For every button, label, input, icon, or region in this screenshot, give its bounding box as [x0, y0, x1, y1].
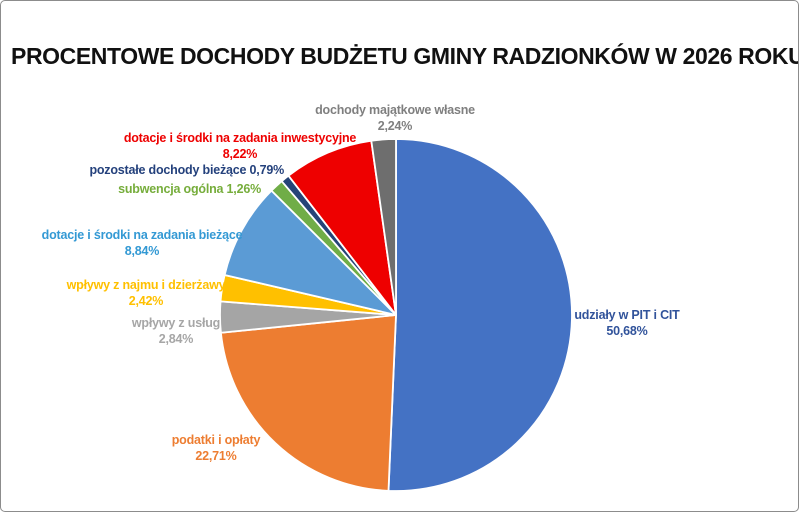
slice-label-pozostale-biezace: pozostałe dochody bieżące 0,79% [89, 163, 284, 177]
slice-label-subwencja-ogolna: subwencja ogólna 1,26% [118, 182, 261, 196]
pie-slice-dotacje-biezace[interactable] [223, 189, 397, 316]
slice-label-dochody-majatkowe: dochody majątkowe własne 2,24% [315, 103, 475, 133]
pie-slice-udzialy-pit-cit[interactable] [387, 138, 573, 492]
chart-title: PROCENTOWE DOCHODY BUDŻETU GMINY RADZION… [11, 43, 799, 69]
pie-slice-podatki-i-oplaty[interactable] [220, 314, 397, 492]
slice-label-podatki-i-oplaty: podatki i opłaty 22,71% [171, 433, 261, 463]
pie-slice-dotacje-inwestycyjne[interactable] [287, 139, 397, 316]
slice-label-dotacje-biezace: dotacje i środki na zadania bieżące 8,84% [41, 228, 243, 258]
pie-slice-dochody-majatkowe[interactable] [370, 138, 397, 316]
slice-label-udzialy-pit-cit: udziały w PIT i CIT 50,68% [574, 308, 680, 338]
slice-label-wplywy-z-uslug: wpływy z usług 2,84% [131, 316, 221, 346]
slice-label-wplywy-z-najmu: wpływy z najmu i dzierżawy 2,42% [66, 278, 226, 308]
slice-label-dotacje-inwestycyjne: dotacje i środki na zadania inwestycyjne… [123, 131, 357, 161]
